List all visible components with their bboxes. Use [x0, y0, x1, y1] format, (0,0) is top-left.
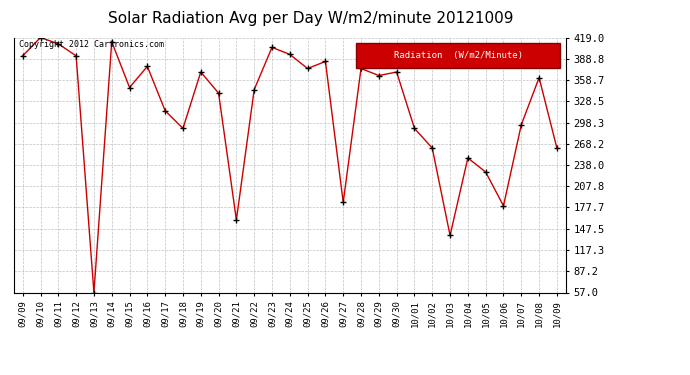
- Text: Radiation  (W/m2/Minute): Radiation (W/m2/Minute): [394, 51, 522, 60]
- FancyBboxPatch shape: [356, 43, 560, 68]
- Text: Copyright 2012 Cartronics.com: Copyright 2012 Cartronics.com: [19, 40, 164, 49]
- Text: Solar Radiation Avg per Day W/m2/minute 20121009: Solar Radiation Avg per Day W/m2/minute …: [108, 11, 513, 26]
